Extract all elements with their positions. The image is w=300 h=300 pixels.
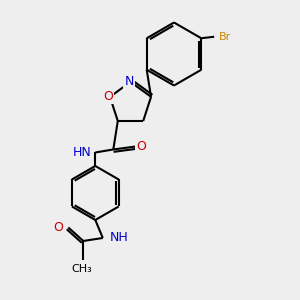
Text: O: O xyxy=(53,221,63,234)
Text: N: N xyxy=(124,75,134,88)
Text: CH₃: CH₃ xyxy=(71,264,92,274)
Text: O: O xyxy=(103,90,113,103)
Text: Br: Br xyxy=(219,32,232,42)
Text: O: O xyxy=(136,140,146,153)
Text: HN: HN xyxy=(73,146,92,159)
Text: NH: NH xyxy=(110,232,128,244)
